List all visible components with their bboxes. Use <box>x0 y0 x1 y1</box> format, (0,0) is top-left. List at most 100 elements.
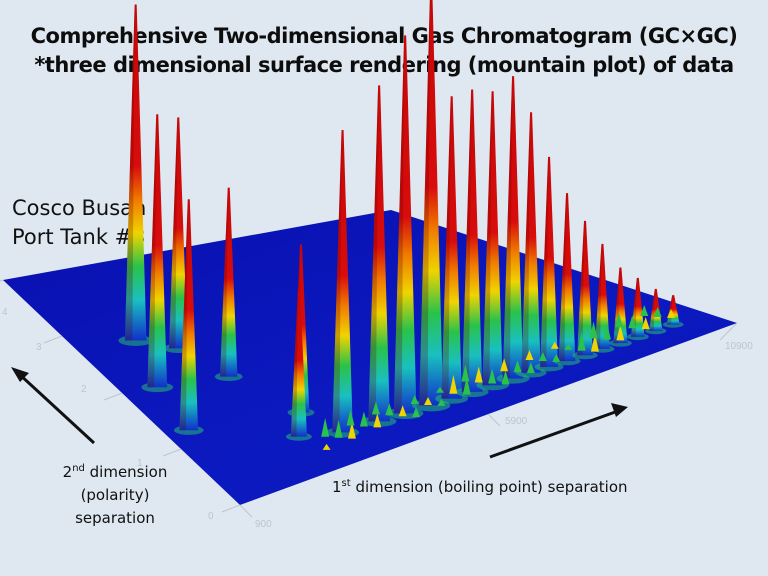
x-axis-label: 1st dimension (boiling point) separation <box>332 478 628 496</box>
minor-peak <box>346 409 355 426</box>
minor-peak <box>564 343 573 350</box>
peak <box>649 288 663 331</box>
peak-shade <box>577 220 585 356</box>
minor-peak <box>334 419 343 438</box>
peak-shade <box>124 4 135 341</box>
minor-peak <box>462 376 471 395</box>
minor-peak <box>526 362 535 374</box>
peak <box>168 117 188 349</box>
peak <box>441 96 462 399</box>
minor-peak <box>577 331 586 351</box>
peak-shade <box>393 35 405 414</box>
minor-peak <box>589 321 598 339</box>
chart-subtitle: *three dimensional surface rendering (mo… <box>34 53 734 77</box>
x-label-sup: st <box>341 478 351 489</box>
peak <box>502 76 524 379</box>
minor-peak <box>398 405 407 417</box>
minor-peak <box>653 306 662 317</box>
y-tick-3: 3 <box>36 342 42 353</box>
minor-peak <box>614 313 623 328</box>
peak <box>124 4 147 341</box>
peak <box>461 89 483 392</box>
sample-name-line2: Port Tank #3 <box>12 225 146 249</box>
minor-peak <box>437 398 446 406</box>
peak-shade <box>332 129 342 433</box>
minor-peak <box>525 350 534 361</box>
peak-shade <box>502 76 513 379</box>
minor-peak <box>628 315 637 329</box>
x-tick-900: 900 <box>255 519 272 530</box>
peak <box>594 243 610 349</box>
y-tick-0: 0 <box>208 511 214 522</box>
peak <box>558 193 576 362</box>
minor-peak <box>590 333 599 352</box>
minor-peak <box>385 403 394 416</box>
peak-shade <box>220 187 228 377</box>
minor-peak <box>371 401 380 415</box>
peak <box>521 112 541 373</box>
minor-peak <box>410 395 419 405</box>
x-label-num: 1 <box>332 478 342 496</box>
x-tick-5900: 5900 <box>505 416 528 427</box>
minor-peak <box>640 305 649 317</box>
peak <box>393 35 417 414</box>
minor-peak <box>500 358 509 372</box>
peak-shade <box>461 89 472 392</box>
minor-peak <box>322 443 331 450</box>
minor-peak <box>435 386 444 393</box>
peak <box>540 156 559 367</box>
x-label-text: dimension (boiling point) separation <box>350 478 628 496</box>
sample-annotation: Cosco Busan Port Tank #3 <box>12 194 146 252</box>
peak-shade <box>594 243 602 349</box>
minor-peak <box>424 396 433 405</box>
x-axis-tick-labels: 900 5900 10900 <box>255 341 753 530</box>
peak <box>220 187 238 377</box>
peak <box>290 289 307 437</box>
minor-peak <box>501 370 510 385</box>
minor-peak <box>641 317 650 330</box>
peak-shade <box>649 288 655 331</box>
peak <box>630 277 645 337</box>
peak-shade <box>168 117 178 349</box>
peak <box>147 114 168 388</box>
minor-peak <box>488 368 497 384</box>
minor-peak <box>359 411 368 427</box>
peak-shade <box>441 96 451 399</box>
peak-shade <box>147 114 157 388</box>
minor-peak <box>449 374 458 394</box>
peak-shade <box>540 156 549 367</box>
minor-peak <box>602 323 611 340</box>
peak-shade <box>368 85 379 422</box>
y-label-line3: separation <box>75 509 155 527</box>
x-direction-arrow <box>489 403 628 459</box>
chart-title: Comprehensive Two-dimensional Gas Chroma… <box>30 24 738 48</box>
peak <box>419 0 444 406</box>
peaks-layer <box>118 0 684 450</box>
peak-shade <box>290 289 298 437</box>
minor-peak <box>552 353 561 362</box>
y-label-sup: nd <box>72 463 85 474</box>
peak <box>482 91 503 386</box>
minor-peak <box>373 413 382 428</box>
y-tick-2: 2 <box>81 384 87 395</box>
minor-peak <box>461 364 470 382</box>
y-direction-arrow <box>11 367 96 445</box>
peak <box>577 220 593 356</box>
y-axis-tick-labels: 0 1 2 3 4 <box>2 307 214 522</box>
y-axis <box>0 279 241 513</box>
sample-name-line1: Cosco Busan <box>12 196 147 220</box>
y-tick-1: 1 <box>137 458 143 469</box>
minor-peak <box>667 308 676 318</box>
peak <box>179 199 199 431</box>
y-axis-label: 2nd dimension (polarity) separation <box>40 457 190 530</box>
peak <box>332 129 353 433</box>
peak-shade <box>419 0 431 406</box>
peak-shade <box>482 91 492 386</box>
minor-peak <box>474 366 483 383</box>
minor-peak <box>616 325 625 341</box>
minor-peak <box>550 341 559 349</box>
peak <box>368 85 390 422</box>
minor-peak <box>321 417 330 437</box>
minor-peak <box>412 407 421 418</box>
x-tick-10900: 10900 <box>725 341 753 352</box>
